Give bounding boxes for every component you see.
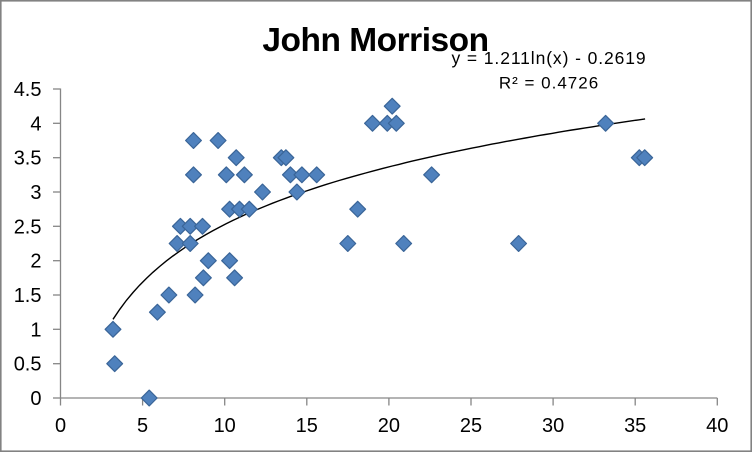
svg-text:35: 35	[624, 415, 646, 437]
svg-text:40: 40	[706, 415, 728, 437]
svg-text:10: 10	[214, 415, 236, 437]
svg-text:0: 0	[55, 415, 66, 437]
svg-text:2.5: 2.5	[14, 216, 42, 238]
svg-text:3: 3	[30, 182, 41, 204]
svg-text:2: 2	[30, 251, 41, 273]
svg-text:1.5: 1.5	[14, 285, 42, 307]
svg-text:20: 20	[378, 415, 400, 437]
svg-text:3.5: 3.5	[14, 148, 42, 170]
svg-text:4.5: 4.5	[14, 79, 42, 101]
svg-text:5: 5	[137, 415, 148, 437]
svg-text:John Morrison: John Morrison	[262, 22, 488, 59]
svg-text:0.5: 0.5	[14, 354, 42, 376]
svg-text:4: 4	[30, 113, 41, 135]
svg-text:y = 1.211ln(x) - 0.2619: y = 1.211ln(x) - 0.2619	[452, 48, 647, 68]
svg-text:25: 25	[460, 415, 482, 437]
svg-text:30: 30	[542, 415, 564, 437]
svg-text:1: 1	[30, 319, 41, 341]
svg-text:15: 15	[296, 415, 318, 437]
svg-text:0: 0	[30, 388, 41, 410]
svg-text:R² = 0.4726: R² = 0.4726	[499, 74, 599, 93]
